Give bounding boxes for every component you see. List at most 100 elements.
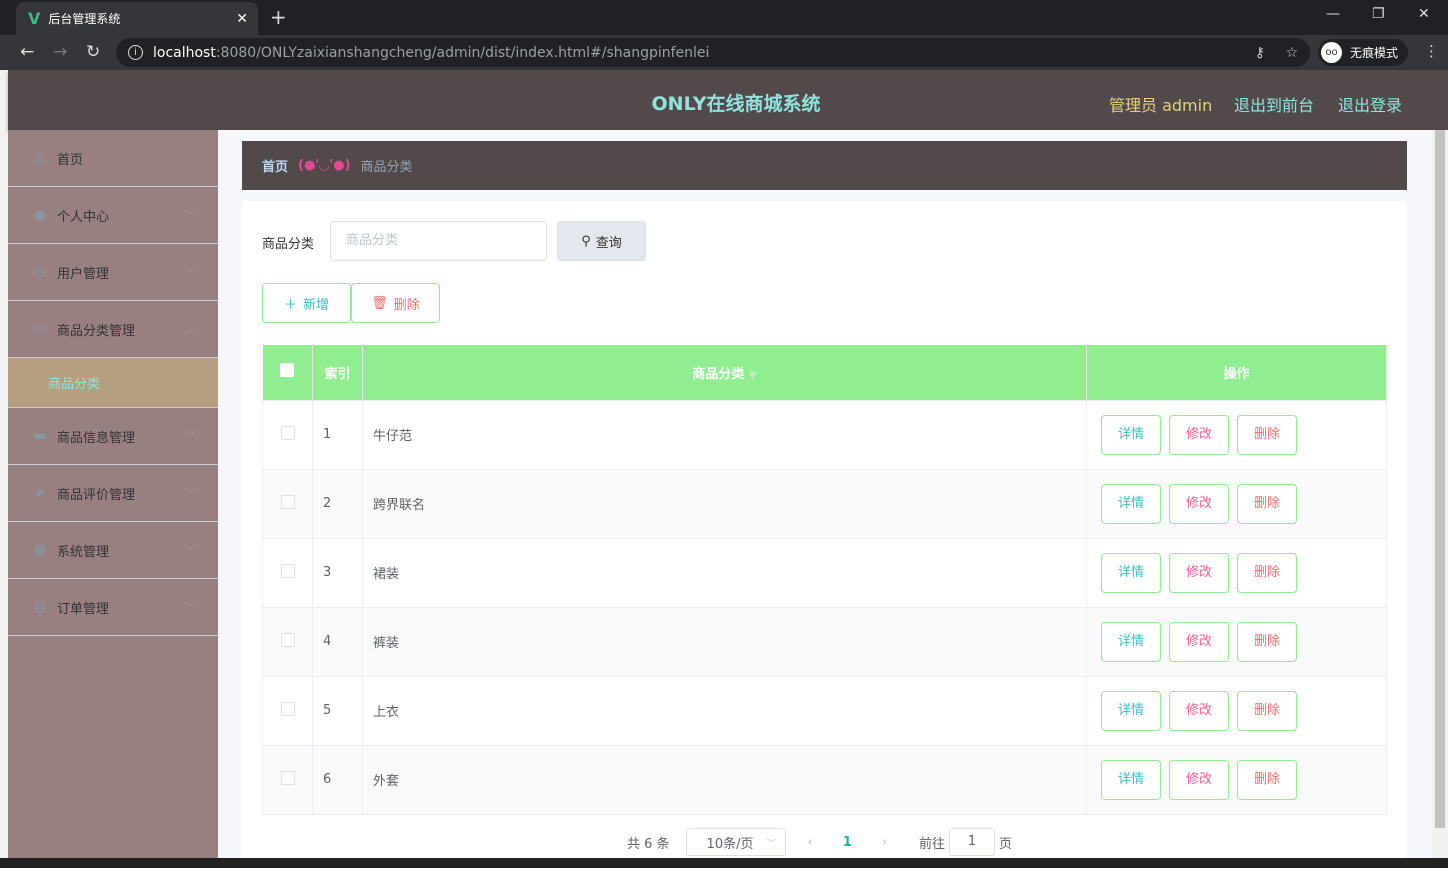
delete-button[interactable]: 删除 [1237, 759, 1297, 800]
row-checkbox[interactable] [280, 563, 295, 578]
table-row: 1 牛仔范 详情 修改 删除 [262, 399, 1387, 470]
prev-page-icon[interactable]: ‹ [807, 834, 813, 850]
sidebar-item-home[interactable]: ⌂ 首页 [8, 130, 218, 187]
chevron-down-icon: ﹀ [185, 266, 196, 279]
sidebar-item-profile[interactable]: ● 个人中心 ﹀ [8, 187, 218, 244]
row-category-name: 牛仔范 [362, 399, 1087, 470]
detail-button[interactable]: 详情 [1101, 483, 1161, 524]
sidebar-item-category-mgmt[interactable]: ⏻ 商品分类管理 ︿ [8, 301, 218, 358]
detail-button[interactable]: 详情 [1101, 759, 1161, 800]
key-icon[interactable]: ⚷ [1254, 44, 1265, 61]
table-row: 4 裤装 详情 修改 删除 [262, 606, 1387, 677]
batch-delete-button[interactable]: 🗑 删除 [351, 283, 440, 323]
row-checkbox[interactable] [280, 701, 295, 716]
edit-button[interactable]: 修改 [1169, 483, 1229, 524]
grid-icon: ▦ [33, 542, 47, 558]
admin-label: 管理员 admin [1109, 96, 1213, 115]
sidebar-label: 个人中心 [57, 209, 110, 225]
search-label: 商品分类 [262, 237, 315, 252]
table-row: 3 裙装 详情 修改 删除 [262, 537, 1387, 608]
chevron-down-icon: ﹀ [185, 430, 196, 443]
sidebar-label: 用户管理 [57, 266, 110, 282]
delete-button[interactable]: 删除 [1237, 483, 1297, 524]
row-index: 3 [312, 537, 363, 608]
star-icon[interactable]: ☆ [1285, 44, 1298, 61]
row-actions: 详情 修改 删除 [1086, 675, 1387, 746]
column-header-index: 索引 [312, 345, 363, 400]
edit-button[interactable]: 修改 [1169, 414, 1229, 455]
row-actions: 详情 修改 删除 [1086, 537, 1387, 608]
breadcrumb-current: 商品分类 [360, 160, 413, 175]
delete-button[interactable]: 删除 [1237, 621, 1297, 662]
sidebar-item-review-mgmt[interactable]: ➤ 商品评价管理 ﹀ [8, 465, 218, 522]
breadcrumb-home[interactable]: 首页 [262, 160, 289, 175]
menu-icon[interactable]: ⋮ [1424, 42, 1439, 60]
detail-button[interactable]: 详情 [1101, 621, 1161, 662]
next-page-icon[interactable]: › [881, 834, 887, 850]
browser-tab[interactable]: V 后台管理系统 ✕ [16, 2, 258, 35]
sidebar-subitem-category[interactable]: 商品分类 [8, 358, 218, 408]
add-label: 新增 [303, 297, 330, 313]
edit-button[interactable]: 修改 [1169, 621, 1229, 662]
sidebar-item-orders[interactable]: ▥ 订单管理 ﹀ [8, 579, 218, 636]
compass-icon: ◷ [33, 264, 47, 280]
query-button[interactable]: ⚲ 查询 [557, 221, 646, 261]
delete-button[interactable]: 删除 [1237, 690, 1297, 731]
delete-button[interactable]: 删除 [1237, 414, 1297, 455]
row-index: 2 [312, 468, 363, 539]
new-tab-button[interactable]: + [270, 5, 287, 29]
row-checkbox[interactable] [280, 632, 295, 647]
column-header-name[interactable]: 商品分类 ▼ [362, 345, 1087, 400]
column-header-ops: 操作 [1086, 345, 1387, 400]
row-checkbox[interactable] [280, 770, 295, 785]
reload-icon[interactable]: ↻ [86, 42, 101, 62]
sidebar-label: 订单管理 [57, 601, 110, 617]
sort-icon[interactable]: ▼ [748, 369, 757, 381]
back-to-front-link[interactable]: 退出到前台 [1234, 96, 1315, 115]
goto-prefix: 前往 [919, 836, 946, 852]
goto-page-input[interactable]: 1 [949, 828, 996, 856]
main-content: 首页 (●'◡'●) 商品分类 商品分类 商品分类 ⚲ 查询 ＋ 新增 🗑 删除 索引… [218, 130, 1432, 871]
sidebar-item-users[interactable]: ◷ 用户管理 ﹀ [8, 244, 218, 301]
chevron-down-icon: ﹀ [185, 544, 196, 557]
close-window-icon[interactable]: ✕ [1418, 6, 1430, 22]
logout-link[interactable]: 退出登录 [1338, 96, 1403, 115]
row-actions: 详情 修改 删除 [1086, 399, 1387, 470]
close-tab-icon[interactable]: ✕ [236, 10, 248, 27]
page-edge [0, 70, 8, 860]
add-button[interactable]: ＋ 新增 [262, 283, 351, 323]
detail-button[interactable]: 详情 [1101, 690, 1161, 731]
row-checkbox[interactable] [280, 494, 295, 509]
edit-button[interactable]: 修改 [1169, 552, 1229, 593]
incognito-badge[interactable]: oo 无痕模式 [1318, 39, 1409, 66]
app-title: ONLY在线商城系统 [651, 93, 821, 115]
vue-logo-icon: V [28, 9, 41, 28]
detail-button[interactable]: 详情 [1101, 552, 1161, 593]
sidebar-item-system[interactable]: ▦ 系统管理 ﹀ [8, 522, 218, 579]
row-category-name: 裤装 [362, 606, 1087, 677]
select-all-checkbox[interactable] [280, 363, 295, 378]
browser-tab-bar: V 后台管理系统 ✕ + — ❐ ✕ [0, 0, 1448, 35]
sidebar-label: 商品分类管理 [57, 323, 136, 339]
scrollbar-thumb[interactable] [1435, 130, 1445, 828]
incognito-icon: oo [1321, 42, 1342, 63]
row-checkbox[interactable] [280, 425, 295, 440]
maximize-icon[interactable]: ❐ [1372, 6, 1385, 22]
edit-button[interactable]: 修改 [1169, 690, 1229, 731]
page-number-current[interactable]: 1 [842, 834, 852, 850]
delete-button[interactable]: 删除 [1237, 552, 1297, 593]
category-search-input[interactable]: 商品分类 [330, 221, 547, 261]
sidebar-label: 商品分类 [48, 377, 101, 392]
back-icon[interactable]: ← [20, 42, 35, 62]
page-scrollbar[interactable] [1432, 130, 1448, 858]
address-bar[interactable]: i localhost:8080/ONLYzaixianshangcheng/ad… [116, 38, 1310, 67]
home-icon: ⌂ [35, 150, 45, 166]
sidebar-item-product-mgmt[interactable]: ▬ 商品信息管理 ﹀ [8, 408, 218, 465]
page-size-select[interactable]: 10条/页 ﹀ [685, 828, 786, 856]
detail-button[interactable]: 详情 [1101, 414, 1161, 455]
sidebar-label: 商品评价管理 [57, 487, 136, 503]
info-icon[interactable]: i [128, 45, 143, 60]
minimize-icon[interactable]: — [1326, 6, 1340, 22]
forward-icon[interactable]: → [53, 42, 68, 62]
edit-button[interactable]: 修改 [1169, 759, 1229, 800]
